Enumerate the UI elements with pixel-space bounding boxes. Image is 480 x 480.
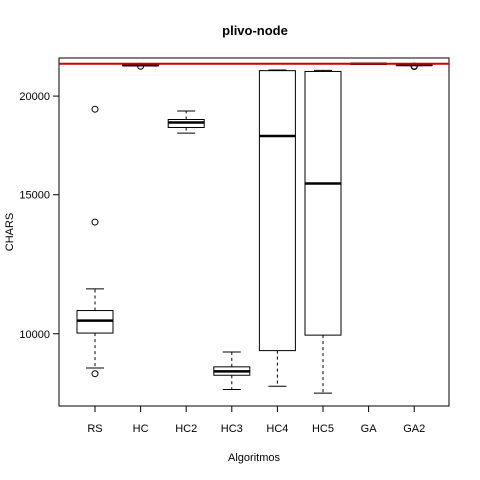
box-hc4 [258,69,296,387]
box-iqr [258,70,296,352]
y-tick-label: 10000 [19,329,50,341]
outlier-point [91,218,99,226]
boxes-layer [76,62,433,394]
x-tick-label: HC [133,423,149,435]
x-tick-label: GA2 [403,423,425,435]
box-hc2 [167,110,205,134]
x-tick-label: HC4 [266,423,288,435]
box-iqr [304,70,342,336]
y-tick-label: 20000 [19,91,50,103]
y-axis-label: CHARS [4,213,16,252]
outlier-point [91,370,99,378]
box-rs [76,105,114,378]
y-tick-label: 15000 [19,190,50,202]
box-hc3 [213,351,251,390]
x-tick-label: GA [361,423,378,435]
y-axis: 10000 15000 20000 [19,91,60,341]
x-tick-label: HC2 [175,423,197,435]
x-tick-label: HC5 [312,423,334,435]
x-axis-label: Algoritmos [228,452,280,464]
x-tick-label: RS [87,423,102,435]
outlier-point [91,105,99,113]
chart-title: plivo-node [222,23,288,38]
x-tick-label: HC3 [221,423,243,435]
x-axis: RS HC HC2 HC3 HC4 HC5 GA GA2 [87,405,425,435]
box-hc5 [304,69,342,394]
